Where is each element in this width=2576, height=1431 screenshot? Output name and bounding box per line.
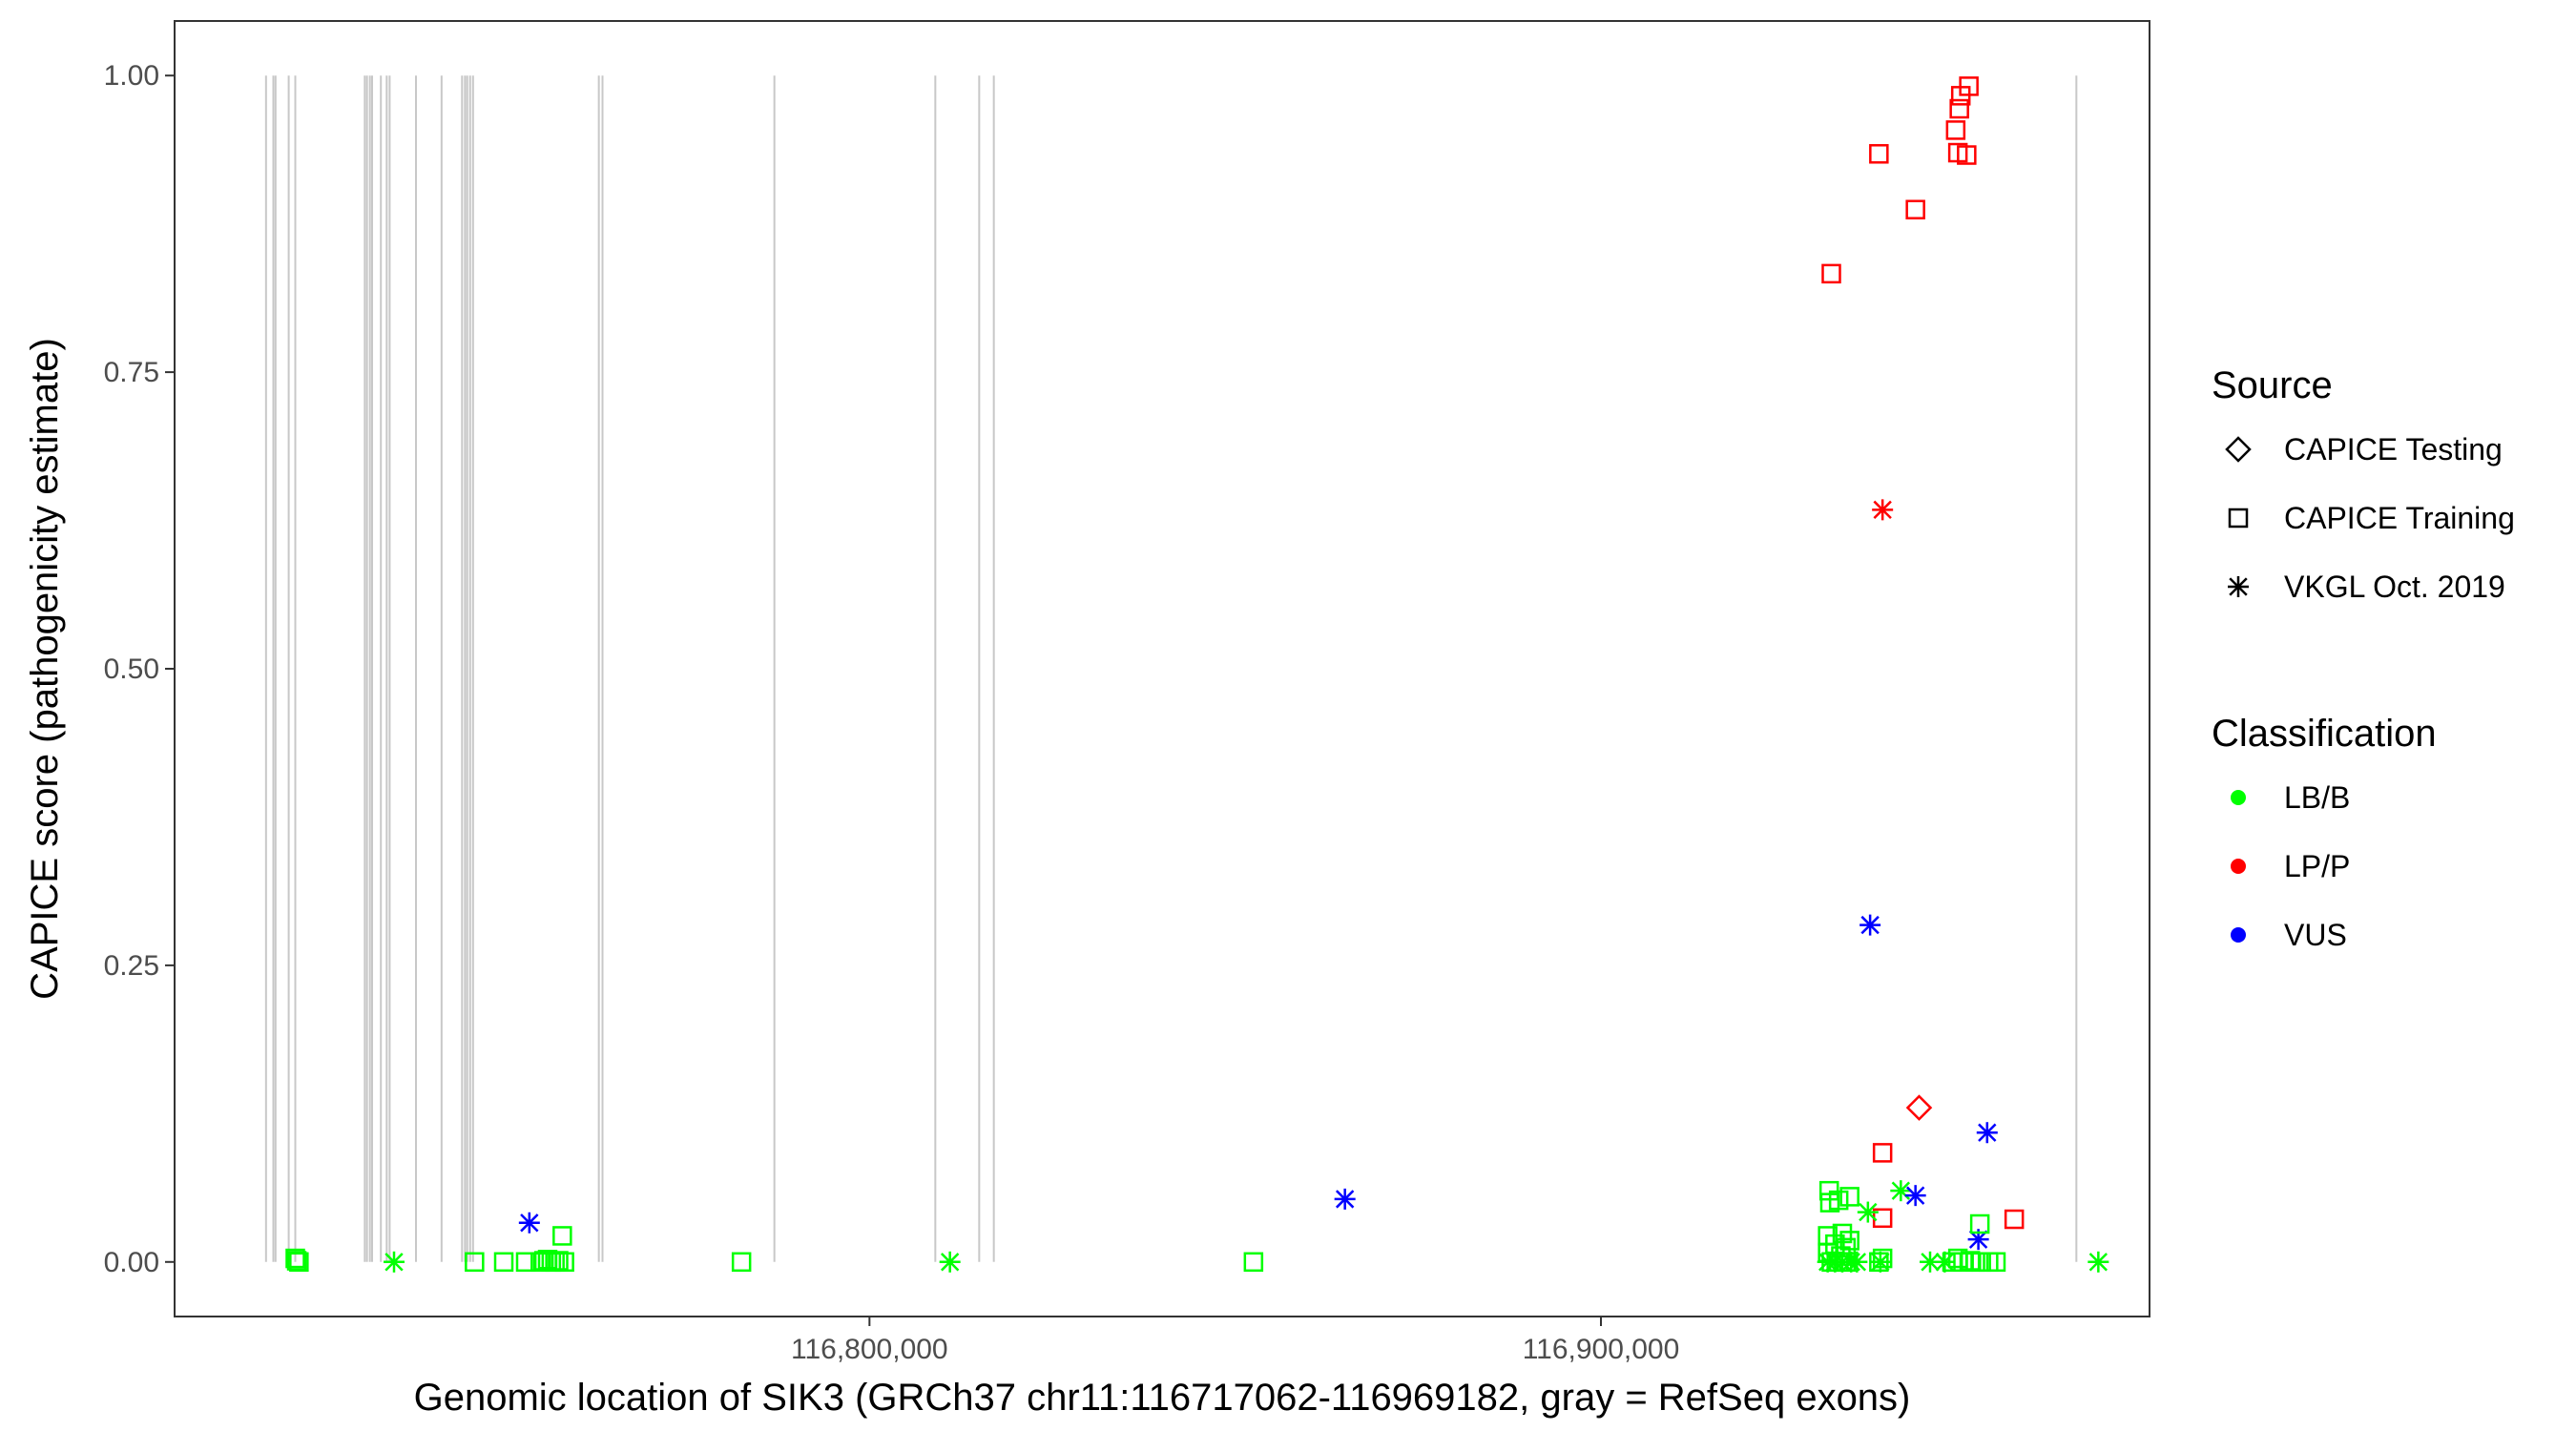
data-point	[1828, 1190, 1849, 1211]
data-point	[1920, 1251, 1941, 1273]
data-point	[1945, 120, 1966, 140]
data-point	[1949, 98, 1969, 119]
data-point	[1857, 1201, 1879, 1223]
legend-source-key	[2225, 436, 2252, 463]
legend-classification: Classification LB/B LP/P VUS	[2212, 713, 2437, 952]
data-point	[1334, 1188, 1356, 1210]
legend-classification-label: LB/B	[2284, 780, 2350, 815]
data-point	[554, 1252, 574, 1273]
legend-classification-label: LP/P	[2284, 849, 2350, 883]
data-point	[1839, 1187, 1859, 1207]
data-point	[1904, 1185, 1926, 1207]
data-point	[1957, 145, 1977, 165]
data-point	[1869, 144, 1889, 164]
x-tick-label: 116,900,000	[1523, 1334, 1680, 1365]
legend-classification-title: Classification	[2212, 713, 2437, 755]
legend-source-title: Source	[2212, 364, 2333, 406]
legend-source-key	[2228, 508, 2249, 529]
data-point	[1832, 1223, 1853, 1244]
y-tick-label: 0.25	[104, 950, 159, 982]
data-points	[285, 76, 2109, 1273]
data-point	[2088, 1251, 2109, 1273]
data-point	[1905, 199, 1925, 219]
axes: 0.00 0.25 0.50 0.75 1.00 116,800,000 116,900,0…	[104, 60, 1680, 1365]
data-point	[1969, 1213, 1990, 1234]
data-point	[1872, 1248, 1893, 1269]
legend-source-label: VKGL Oct. 2019	[2284, 570, 2505, 604]
y-tick-label: 0.00	[104, 1247, 159, 1278]
y-tick-label: 0.50	[104, 653, 159, 685]
data-point	[1985, 1252, 2006, 1273]
data-point	[1872, 499, 1894, 521]
data-point	[1869, 1251, 1891, 1273]
data-point	[1890, 1180, 1912, 1202]
data-point	[518, 1212, 540, 1234]
legend-classification-key	[2231, 790, 2246, 805]
legend-classification-label: VUS	[2284, 918, 2347, 952]
exon-lines	[264, 75, 2078, 1262]
data-point	[1821, 263, 1841, 284]
data-point	[1959, 76, 1979, 96]
data-point	[552, 1226, 572, 1246]
legend-source-key	[2228, 576, 2249, 597]
y-tick-label: 0.75	[104, 357, 159, 388]
data-point	[731, 1252, 752, 1273]
data-point	[1872, 1143, 1893, 1163]
data-point	[465, 1252, 485, 1273]
data-point	[286, 1251, 307, 1271]
data-point	[1934, 1251, 1956, 1273]
legend-classification-key	[2231, 859, 2246, 874]
data-point	[1243, 1252, 1264, 1273]
legend-source-label: CAPICE Training	[2284, 501, 2515, 535]
data-point	[384, 1251, 405, 1273]
data-point	[1846, 1251, 1868, 1273]
data-point	[493, 1252, 514, 1273]
x-axis-title: Genomic location of SIK3 (GRCh37 chr11:1…	[414, 1377, 1911, 1419]
legend-source: Source CAPICE Testing CAPICE Training VKGL…	[2212, 364, 2515, 604]
y-axis-title: CAPICE score (pathogenicity estimate)	[24, 338, 66, 1000]
data-point	[1836, 1252, 1857, 1273]
y-tick-label: 1.00	[104, 60, 159, 92]
data-point	[1905, 1094, 1933, 1121]
data-point	[285, 1248, 305, 1269]
legend-classification-key	[2231, 927, 2246, 943]
data-point	[1859, 914, 1881, 936]
data-point	[1976, 1122, 1998, 1144]
data-point	[939, 1251, 961, 1273]
legend-source-label: CAPICE Testing	[2284, 432, 2503, 467]
x-tick-label: 116,800,000	[791, 1334, 948, 1365]
data-point	[2004, 1209, 2025, 1230]
